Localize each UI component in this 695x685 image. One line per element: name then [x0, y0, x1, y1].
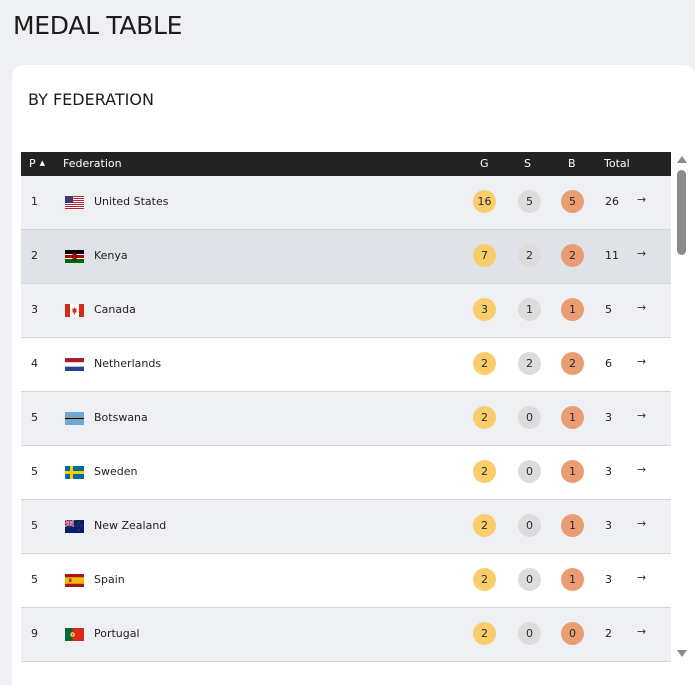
federation-name: Botswana	[94, 411, 148, 424]
total-count: 3	[605, 411, 612, 424]
total-count: 3	[605, 519, 612, 532]
row-position: 5	[31, 411, 38, 424]
table-row[interactable]: 4 Netherlands 2 2 2 6 →	[21, 338, 671, 392]
table-row[interactable]: 1 United States 16 5 5 26 →	[21, 176, 671, 230]
medal-table: P ▲ Federation G S B Total 1 United State…	[21, 152, 671, 662]
bronze-count: 1	[561, 568, 584, 591]
arrow-right-icon[interactable]: →	[637, 193, 647, 206]
header-bronze[interactable]: B	[568, 157, 576, 170]
row-position: 5	[31, 465, 38, 478]
row-position: 5	[31, 519, 38, 532]
bronze-count: 0	[561, 622, 584, 645]
header-position[interactable]: P ▲	[29, 157, 46, 170]
bronze-count: 2	[561, 352, 584, 375]
card-title: BY FEDERATION	[28, 90, 154, 109]
header-gold[interactable]: G	[480, 157, 489, 170]
row-position: 9	[31, 627, 38, 640]
gold-count: 2	[473, 514, 496, 537]
scroll-up-icon[interactable]	[677, 156, 687, 163]
federation-name: Spain	[94, 573, 125, 586]
kenya-flag-icon	[65, 250, 84, 263]
row-position: 4	[31, 357, 38, 370]
page-title: MEDAL TABLE	[13, 11, 183, 40]
federation-name: Kenya	[94, 249, 128, 262]
silver-count: 0	[518, 514, 541, 537]
us-flag-icon	[65, 196, 84, 209]
federation-name: New Zealand	[94, 519, 167, 532]
federation-name: Sweden	[94, 465, 138, 478]
total-count: 11	[605, 249, 619, 262]
header-federation[interactable]: Federation	[63, 157, 122, 170]
medal-table-card: BY FEDERATION P ▲ Federation G S B Total …	[12, 65, 695, 685]
federation-name: Portugal	[94, 627, 140, 640]
arrow-right-icon[interactable]: →	[637, 463, 647, 476]
gold-count: 7	[473, 244, 496, 267]
table-header: P ▲ Federation G S B Total	[21, 152, 671, 176]
total-count: 6	[605, 357, 612, 370]
header-silver[interactable]: S	[524, 157, 531, 170]
bronze-count: 1	[561, 460, 584, 483]
bronze-count: 2	[561, 244, 584, 267]
silver-count: 1	[518, 298, 541, 321]
arrow-right-icon[interactable]: →	[637, 517, 647, 530]
gold-count: 2	[473, 406, 496, 429]
portugal-flag-icon	[65, 628, 84, 641]
silver-count: 0	[518, 460, 541, 483]
arrow-right-icon[interactable]: →	[637, 409, 647, 422]
arrow-right-icon[interactable]: →	[637, 625, 647, 638]
silver-count: 2	[518, 244, 541, 267]
scroll-down-icon[interactable]	[677, 650, 687, 657]
bronze-count: 1	[561, 406, 584, 429]
row-position: 3	[31, 303, 38, 316]
spain-flag-icon	[65, 574, 84, 587]
silver-count: 0	[518, 406, 541, 429]
total-count: 26	[605, 195, 619, 208]
table-row[interactable]: 5 Botswana 2 0 1 3 →	[21, 392, 671, 446]
bronze-count: 5	[561, 190, 584, 213]
federation-name: Canada	[94, 303, 136, 316]
total-count: 3	[605, 573, 612, 586]
table-row[interactable]: 2 Kenya 7 2 2 11 →	[21, 230, 671, 284]
total-count: 3	[605, 465, 612, 478]
bronze-count: 1	[561, 298, 584, 321]
scrollbar-thumb[interactable]	[677, 170, 686, 255]
silver-count: 5	[518, 190, 541, 213]
botswana-flag-icon	[65, 412, 84, 425]
silver-count: 0	[518, 622, 541, 645]
silver-count: 2	[518, 352, 541, 375]
gold-count: 3	[473, 298, 496, 321]
table-row[interactable]: 9 Portugal 2 0 0 2 →	[21, 608, 671, 662]
netherlands-flag-icon	[65, 358, 84, 371]
sweden-flag-icon	[65, 466, 84, 479]
arrow-right-icon[interactable]: →	[637, 247, 647, 260]
gold-count: 2	[473, 568, 496, 591]
gold-count: 2	[473, 352, 496, 375]
row-position: 5	[31, 573, 38, 586]
row-position: 1	[31, 195, 38, 208]
sort-ascending-icon: ▲	[39, 159, 46, 167]
gold-count: 2	[473, 460, 496, 483]
vertical-scrollbar[interactable]	[673, 152, 689, 662]
header-total[interactable]: Total	[604, 157, 630, 170]
silver-count: 0	[518, 568, 541, 591]
federation-name: United States	[94, 195, 169, 208]
canada-flag-icon	[65, 304, 84, 317]
arrow-right-icon[interactable]: →	[637, 301, 647, 314]
total-count: 2	[605, 627, 612, 640]
table-row[interactable]: 5 Sweden 2 0 1 3 →	[21, 446, 671, 500]
gold-count: 2	[473, 622, 496, 645]
table-row[interactable]: 5 Spain 2 0 1 3 →	[21, 554, 671, 608]
gold-count: 16	[473, 190, 496, 213]
row-position: 2	[31, 249, 38, 262]
arrow-right-icon[interactable]: →	[637, 355, 647, 368]
federation-name: Netherlands	[94, 357, 162, 370]
table-row[interactable]: 5 New Zealand 2 0 1 3 →	[21, 500, 671, 554]
new-zealand-flag-icon	[65, 520, 84, 533]
table-row[interactable]: 3 Canada 3 1 1 5 →	[21, 284, 671, 338]
bronze-count: 1	[561, 514, 584, 537]
total-count: 5	[605, 303, 612, 316]
arrow-right-icon[interactable]: →	[637, 571, 647, 584]
